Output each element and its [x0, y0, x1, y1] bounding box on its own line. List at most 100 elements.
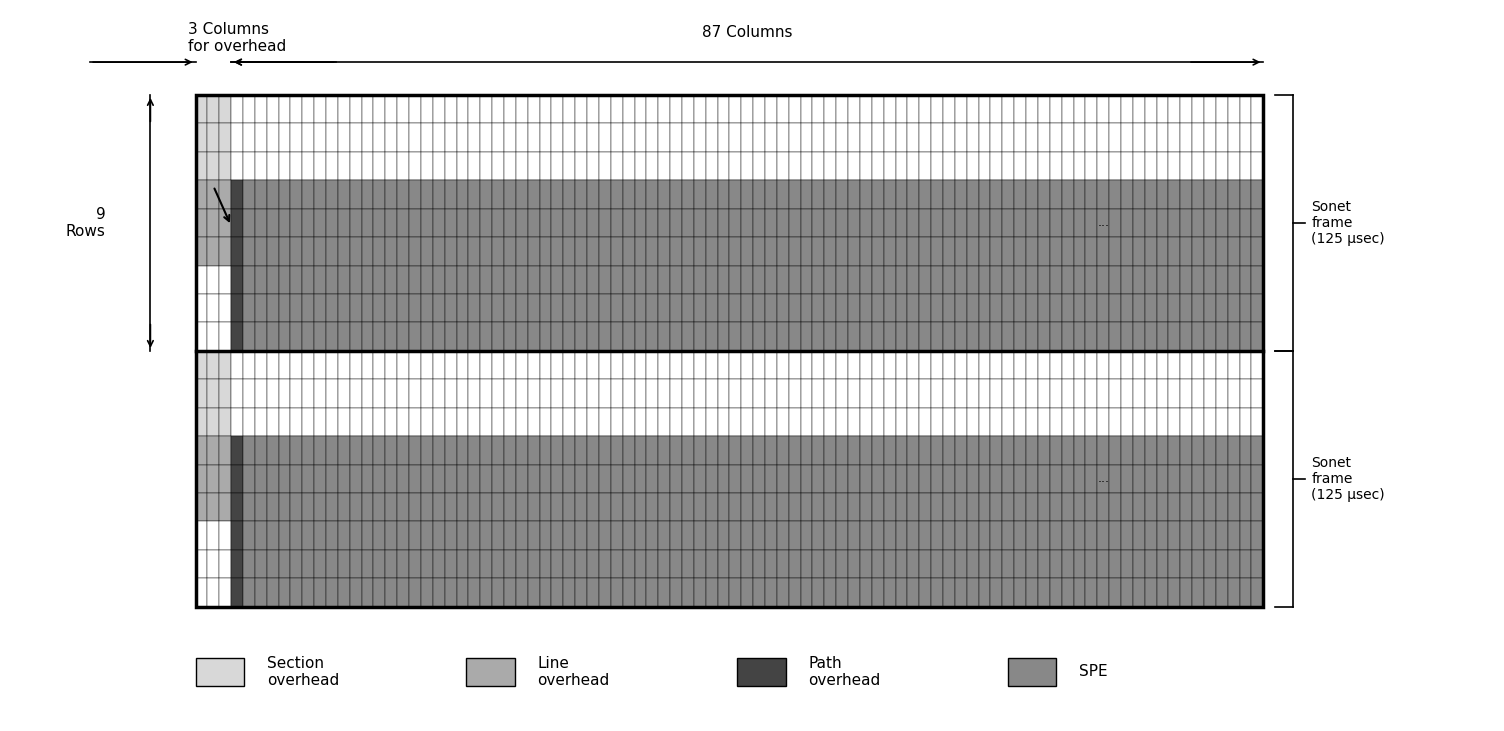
Bar: [457, 465, 468, 493]
Bar: [671, 379, 681, 408]
Bar: [907, 265, 919, 294]
Bar: [647, 124, 659, 152]
Bar: [1181, 124, 1193, 152]
Bar: [778, 265, 788, 294]
Bar: [1108, 521, 1120, 550]
Bar: [623, 181, 635, 209]
Bar: [244, 521, 254, 550]
Bar: [397, 521, 409, 550]
Bar: [671, 152, 681, 181]
Bar: [848, 465, 860, 493]
Bar: [943, 209, 955, 237]
Bar: [504, 379, 516, 408]
Bar: [1157, 265, 1169, 294]
Bar: [705, 209, 717, 237]
Bar: [516, 124, 528, 152]
Bar: [326, 95, 338, 124]
Bar: [824, 578, 836, 607]
Bar: [611, 521, 623, 550]
Bar: [1251, 436, 1263, 465]
Bar: [516, 436, 528, 465]
Bar: [516, 322, 528, 351]
Bar: [575, 465, 587, 493]
Bar: [967, 550, 979, 578]
Bar: [943, 181, 955, 209]
Bar: [290, 265, 302, 294]
Bar: [1086, 436, 1098, 465]
Bar: [705, 408, 717, 436]
Bar: [314, 322, 326, 351]
Bar: [290, 521, 302, 550]
Bar: [1120, 95, 1133, 124]
Bar: [919, 265, 931, 294]
Bar: [1008, 658, 1056, 686]
Bar: [671, 408, 681, 436]
Bar: [575, 265, 587, 294]
Bar: [350, 379, 361, 408]
Bar: [504, 436, 516, 465]
Bar: [1145, 379, 1157, 408]
Bar: [385, 152, 397, 181]
Bar: [326, 550, 338, 578]
Bar: [552, 550, 564, 578]
Bar: [468, 237, 480, 265]
Bar: [1002, 124, 1014, 152]
Bar: [860, 181, 872, 209]
Bar: [457, 152, 468, 181]
Bar: [254, 124, 266, 152]
Bar: [955, 465, 967, 493]
Bar: [373, 578, 385, 607]
Bar: [421, 351, 433, 379]
Bar: [1026, 265, 1038, 294]
Bar: [931, 322, 943, 351]
Bar: [457, 95, 468, 124]
Bar: [919, 465, 931, 493]
Bar: [754, 322, 766, 351]
Bar: [552, 351, 564, 379]
Bar: [232, 521, 244, 550]
Bar: [468, 351, 480, 379]
Bar: [350, 465, 361, 493]
Bar: [1120, 351, 1133, 379]
Bar: [1169, 408, 1181, 436]
Bar: [788, 265, 800, 294]
Bar: [1145, 95, 1157, 124]
Bar: [1120, 465, 1133, 493]
Bar: [196, 578, 208, 607]
Bar: [635, 465, 647, 493]
Bar: [754, 493, 766, 521]
Bar: [1181, 294, 1193, 322]
Bar: [955, 124, 967, 152]
Bar: [552, 95, 564, 124]
Bar: [468, 209, 480, 237]
Bar: [208, 322, 220, 351]
Bar: [1169, 209, 1181, 237]
Bar: [1239, 95, 1251, 124]
Bar: [623, 351, 635, 379]
Bar: [302, 322, 314, 351]
Bar: [800, 124, 812, 152]
Bar: [1193, 181, 1205, 209]
Bar: [266, 209, 278, 237]
Bar: [1108, 550, 1120, 578]
Bar: [705, 152, 717, 181]
Bar: [528, 181, 540, 209]
Bar: [1205, 408, 1215, 436]
Bar: [681, 578, 693, 607]
Bar: [1251, 237, 1263, 265]
Bar: [361, 550, 373, 578]
Bar: [1074, 152, 1086, 181]
Bar: [468, 465, 480, 493]
Bar: [302, 465, 314, 493]
Bar: [1108, 152, 1120, 181]
Bar: [778, 152, 788, 181]
Bar: [421, 237, 433, 265]
Bar: [705, 237, 717, 265]
Bar: [647, 351, 659, 379]
Bar: [492, 408, 504, 436]
Bar: [788, 351, 800, 379]
Bar: [812, 124, 824, 152]
Bar: [220, 181, 232, 209]
Bar: [1074, 436, 1086, 465]
Bar: [564, 237, 575, 265]
